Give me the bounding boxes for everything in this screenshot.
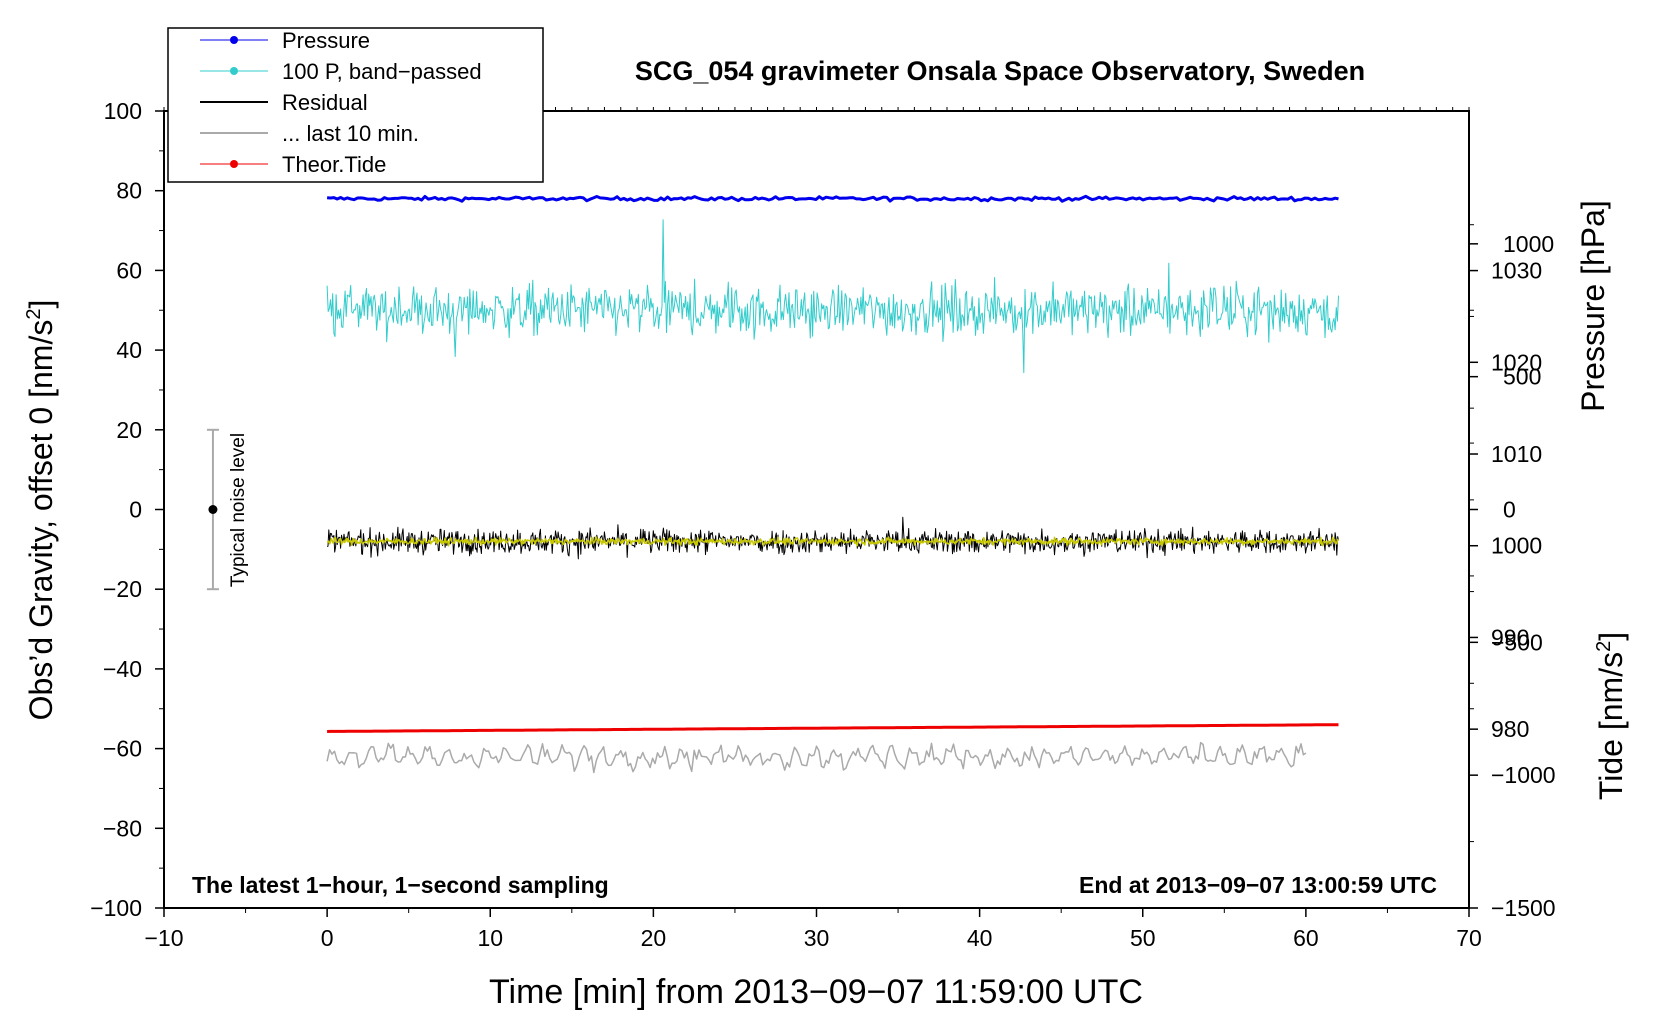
y-axis-label-tide: Tide [nm/s2] (1593, 632, 1629, 800)
legend-label: Residual (282, 90, 368, 115)
y-axis-label-tide-main: Tide [nm/s (1593, 652, 1629, 800)
y-axis-label-gravity-sup: 2 (23, 309, 45, 320)
x-tick-label: 20 (641, 925, 667, 951)
last10-series (326, 741, 1307, 774)
x-axis-label: Time [min] from 2013−09−07 11:59:00 UTC (489, 973, 1143, 1011)
y-tick-label: 100 (104, 98, 142, 124)
x-tick-label: 40 (967, 925, 993, 951)
tide-tick-label: −500 (1491, 629, 1543, 655)
pressure-tick-label: 980 (1491, 716, 1529, 742)
legend-label: ... last 10 min. (282, 121, 419, 146)
pressure-tick-label: 1020 (1491, 349, 1542, 375)
ticks-layer: −10 0 10 20 30 40 50 60 70−100−80−60−40−20020406… (90, 98, 1555, 951)
y-axis-label-gravity-end: ] (23, 300, 59, 309)
x-tick-label: 70 (1456, 925, 1482, 951)
legend-swatch-marker (230, 160, 238, 168)
legend: Pressure 100 P, band−passed Residual ... la… (167, 27, 544, 183)
x-tick-label: 60 (1293, 925, 1319, 951)
legend-swatch-marker (230, 36, 238, 44)
y-axis-label-pressure: Pressure [hPa] (1575, 200, 1611, 412)
chart-title: SCG_054 gravimeter Onsala Space Observat… (635, 56, 1365, 86)
x-tick-label: 30 (804, 925, 830, 951)
y-tick-label: −40 (103, 656, 142, 682)
pressure-tick-label: 1030 (1491, 258, 1542, 284)
y-tick-label: 20 (116, 417, 142, 443)
legend-label: Theor.Tide (282, 152, 386, 177)
y-tick-label: 60 (116, 257, 142, 283)
legend-box (167, 27, 544, 183)
legend-swatch-marker (230, 67, 238, 75)
y-axis-label-gravity-main: Obs’d Gravity, offset 0 [nm/s (23, 320, 59, 721)
bandpassed-series (326, 219, 1339, 374)
sampling-annotation: The latest 1−hour, 1−second sampling (192, 872, 609, 898)
y-tick-label: 80 (116, 178, 142, 204)
y-tick-label: 40 (116, 337, 142, 363)
x-tick-label: 0 (321, 925, 334, 951)
legend-label: Pressure (282, 28, 370, 53)
noise-bar-label: Typical noise level (228, 433, 249, 587)
x-tick-label: 10 (477, 925, 503, 951)
tide-series (327, 723, 1339, 733)
pressure-tick-label: 990 (1491, 624, 1529, 650)
legend-label: 100 P, band−passed (282, 59, 482, 84)
x-tick-label: 50 (1130, 925, 1156, 951)
tide-tick-label: −1000 (1491, 762, 1556, 788)
y-axis-label-gravity: Obs’d Gravity, offset 0 [nm/s2] (23, 300, 59, 721)
y-axis-label-tide-end: ] (1593, 632, 1629, 641)
y-tick-label: −80 (103, 815, 142, 841)
y-axis-label-tide-sup: 2 (1593, 641, 1615, 652)
end-time-annotation: End at 2013−09−07 13:00:59 UTC (1079, 872, 1437, 898)
y-tick-label: −100 (90, 895, 142, 921)
residual-smooth-series (326, 536, 1340, 547)
series-layer (326, 194, 1340, 774)
y-tick-label: 0 (129, 497, 142, 523)
pressure-series (326, 194, 1339, 203)
y-tick-label: −20 (103, 576, 142, 602)
tide-tick-label: −1500 (1491, 895, 1556, 921)
tide-tick-label: 0 (1503, 497, 1516, 523)
noise-bar: Typical noise level (206, 428, 249, 591)
y-tick-label: −60 (103, 736, 142, 762)
pressure-tick-label: 1010 (1491, 441, 1542, 467)
x-tick-label: −10 (144, 925, 183, 951)
noise-bar-center (208, 505, 218, 514)
tide-tick-label: 1000 (1503, 231, 1554, 257)
tide-tick-label: 500 (1503, 364, 1541, 390)
pressure-tick-label: 1000 (1491, 533, 1542, 559)
